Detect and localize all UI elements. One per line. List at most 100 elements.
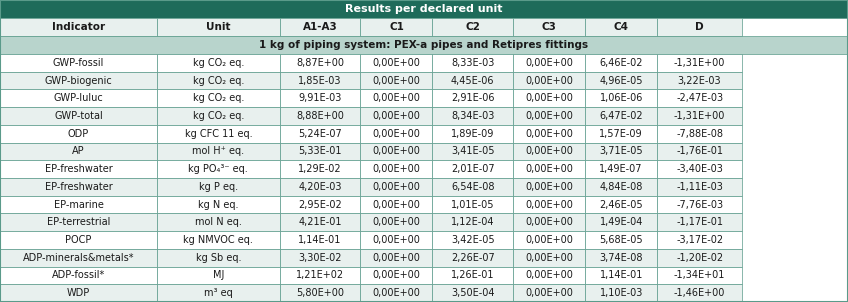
Bar [585,196,657,214]
Text: 9,91E-03: 9,91E-03 [298,93,342,103]
Bar [0,249,157,267]
Bar [585,249,657,267]
Text: kg PO₄³⁻ eq.: kg PO₄³⁻ eq. [188,164,248,174]
Bar [0,0,848,18]
Text: EP-terrestrial: EP-terrestrial [47,217,110,227]
Text: kg CO₂ eq.: kg CO₂ eq. [192,76,244,85]
Text: C3: C3 [542,22,556,32]
Text: 0,00E+00: 0,00E+00 [372,182,421,192]
Text: 0,00E+00: 0,00E+00 [372,111,421,121]
Text: 0,00E+00: 0,00E+00 [372,93,421,103]
Text: 0,00E+00: 0,00E+00 [525,270,573,281]
Bar [157,231,280,249]
Bar [280,267,360,284]
Text: C2: C2 [466,22,480,32]
Text: 0,00E+00: 0,00E+00 [525,182,573,192]
Text: 0,00E+00: 0,00E+00 [525,253,573,263]
Bar [432,143,513,160]
Text: 0,00E+00: 0,00E+00 [525,217,573,227]
Bar [157,72,280,89]
Text: 0,00E+00: 0,00E+00 [525,146,573,156]
Text: Unit: Unit [206,22,231,32]
Bar [157,284,280,302]
Text: -3,17E-02: -3,17E-02 [676,235,723,245]
Bar [432,160,513,178]
Text: 1,14E-01: 1,14E-01 [600,270,643,281]
Text: 3,22E-03: 3,22E-03 [678,76,722,85]
Bar [432,89,513,107]
Bar [432,125,513,143]
Text: -7,76E-03: -7,76E-03 [676,200,723,210]
Text: EP-marine: EP-marine [53,200,103,210]
Text: 2,26E-07: 2,26E-07 [451,253,494,263]
Bar [280,231,360,249]
Text: 3,74E-08: 3,74E-08 [600,253,643,263]
Text: 0,00E+00: 0,00E+00 [372,217,421,227]
Text: 6,54E-08: 6,54E-08 [451,182,494,192]
Bar [432,284,513,302]
Text: kg NMVOC eq.: kg NMVOC eq. [183,235,254,245]
Bar [0,267,157,284]
Text: 0,00E+00: 0,00E+00 [525,111,573,121]
Bar [585,18,657,36]
Text: 4,96E-05: 4,96E-05 [600,76,643,85]
Bar [157,107,280,125]
Bar [432,18,513,36]
Text: 1,49E-07: 1,49E-07 [600,164,643,174]
Text: GWP-fossil: GWP-fossil [53,58,104,68]
Text: 1,89E-09: 1,89E-09 [451,129,494,139]
Bar [157,160,280,178]
Text: 0,00E+00: 0,00E+00 [372,146,421,156]
Text: 1,12E-04: 1,12E-04 [451,217,494,227]
Bar [360,178,432,196]
Bar [360,18,432,36]
Text: 1,14E-01: 1,14E-01 [298,235,342,245]
Text: 1,29E-02: 1,29E-02 [298,164,342,174]
Bar [280,107,360,125]
Text: -1,31E+00: -1,31E+00 [674,111,725,121]
Text: -3,40E-03: -3,40E-03 [676,164,723,174]
Text: kg CO₂ eq.: kg CO₂ eq. [192,93,244,103]
Bar [585,231,657,249]
Bar [432,178,513,196]
Bar [360,143,432,160]
Text: AP: AP [72,146,85,156]
Bar [657,18,742,36]
Bar [657,160,742,178]
Text: kg P eq.: kg P eq. [198,182,238,192]
Text: 1,21E+02: 1,21E+02 [296,270,344,281]
Bar [360,231,432,249]
Text: 4,45E-06: 4,45E-06 [451,76,494,85]
Bar [0,36,848,54]
Text: EP-freshwater: EP-freshwater [45,164,112,174]
Bar [432,214,513,231]
Bar [513,54,585,72]
Text: 8,88E+00: 8,88E+00 [296,111,344,121]
Bar [657,72,742,89]
Bar [157,178,280,196]
Bar [657,284,742,302]
Bar [0,160,157,178]
Bar [513,160,585,178]
Text: mol N eq.: mol N eq. [195,217,242,227]
Bar [360,125,432,143]
Text: 0,00E+00: 0,00E+00 [525,200,573,210]
Text: 4,20E-03: 4,20E-03 [298,182,342,192]
Bar [0,284,157,302]
Text: ADP-minerals&metals*: ADP-minerals&metals* [23,253,134,263]
Bar [657,178,742,196]
Text: 6,46E-02: 6,46E-02 [600,58,643,68]
Text: 0,00E+00: 0,00E+00 [525,288,573,298]
Bar [432,267,513,284]
Text: -1,17E-01: -1,17E-01 [676,217,723,227]
Bar [513,72,585,89]
Bar [157,249,280,267]
Text: 6,47E-02: 6,47E-02 [600,111,643,121]
Bar [657,125,742,143]
Bar [360,72,432,89]
Text: 4,21E-01: 4,21E-01 [298,217,342,227]
Text: kg CO₂ eq.: kg CO₂ eq. [192,111,244,121]
Bar [585,284,657,302]
Bar [157,196,280,214]
Text: 8,87E+00: 8,87E+00 [296,58,344,68]
